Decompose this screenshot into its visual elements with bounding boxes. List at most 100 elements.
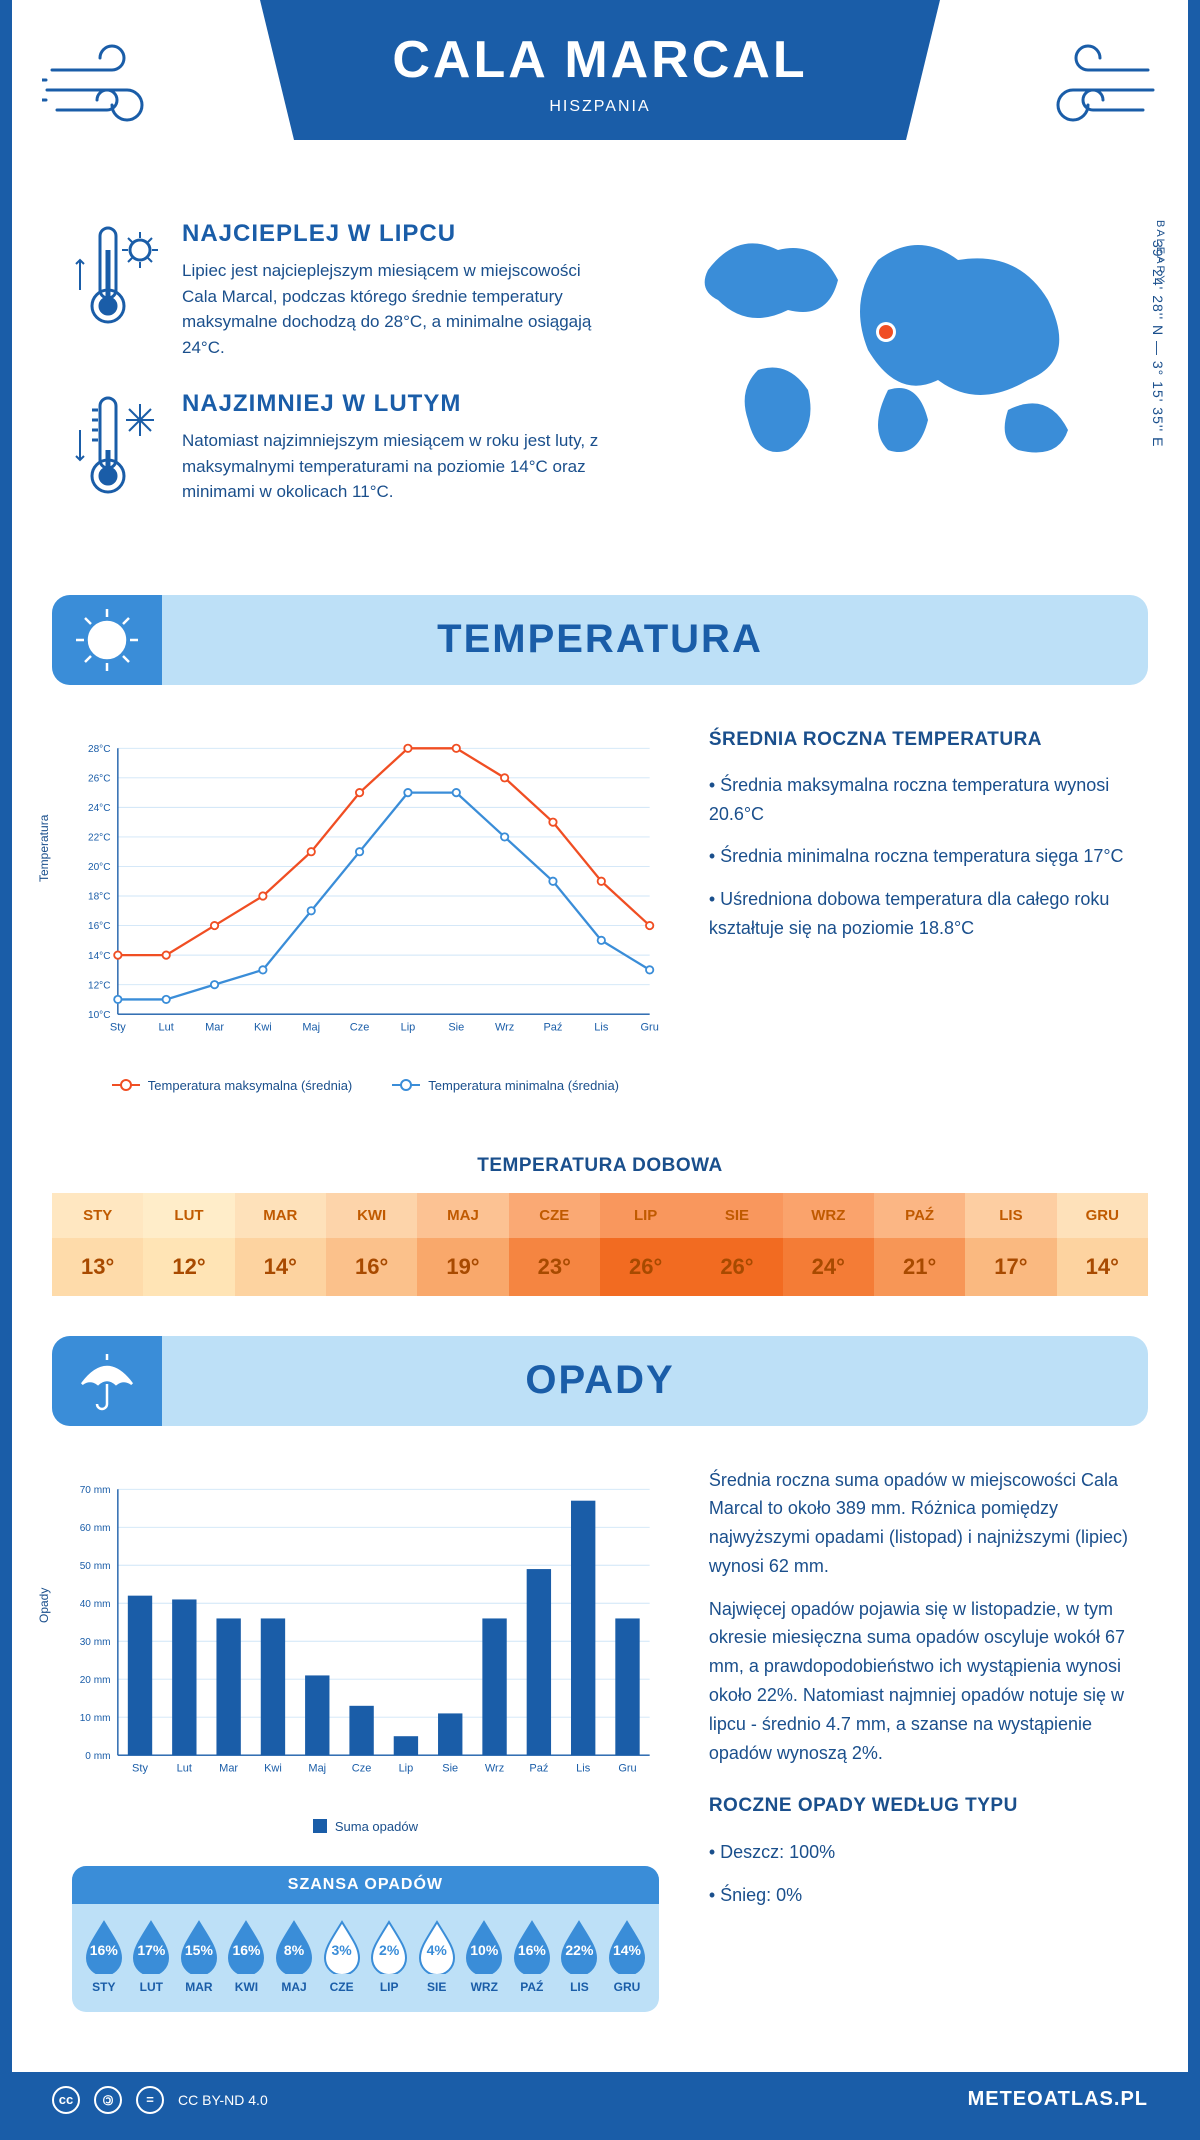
drop-icon: 16% (509, 1918, 555, 1974)
legend-max: Temperatura maksymalna (średnia) (112, 1078, 352, 1093)
svg-text:Kwi: Kwi (264, 1762, 282, 1774)
coordinates: 39° 24' 28'' N — 3° 15' 35'' E (1150, 240, 1166, 447)
rain-content: Opady 0 mm10 mm20 mm30 mm40 mm50 mm60 mm… (12, 1466, 1188, 2052)
svg-text:10°C: 10°C (88, 1009, 111, 1020)
rain-chance-item: 8% MAJ (270, 1918, 318, 1994)
svg-text:12°C: 12°C (88, 980, 111, 991)
title-banner: CALA MARCAL HISZPANIA (260, 0, 940, 140)
daily-cell: KWI 16° (326, 1193, 417, 1296)
svg-text:Maj: Maj (308, 1762, 326, 1774)
drop-icon: 8% (271, 1918, 317, 1974)
drop-icon: 2% (366, 1918, 412, 1974)
sun-icon (52, 595, 162, 685)
daily-cell: STY 13° (52, 1193, 143, 1296)
daily-cell: MAJ 19° (417, 1193, 508, 1296)
svg-text:40 mm: 40 mm (80, 1598, 111, 1609)
nd-icon: = (136, 2086, 164, 2114)
rain-type-title: ROCZNE OPADY WEDŁUG TYPU (709, 1791, 1128, 1821)
temp-summary-title: ŚREDNIA ROCZNA TEMPERATURA (709, 725, 1128, 755)
svg-text:Paź: Paź (543, 1021, 562, 1033)
rain-chance-panel: SZANSA OPADÓW 16% STY 17% LUT 15% MAR 16… (72, 1866, 659, 2012)
coldest-text: Natomiast najzimniejszym miesiącem w rok… (182, 428, 618, 505)
wind-icon (1028, 40, 1158, 140)
svg-text:Kwi: Kwi (254, 1021, 272, 1033)
daily-cell: LIS 17° (965, 1193, 1056, 1296)
svg-text:20 mm: 20 mm (80, 1674, 111, 1685)
svg-text:Wrz: Wrz (485, 1762, 504, 1774)
license-text: CC BY-ND 4.0 (178, 2092, 268, 2108)
svg-text:Lis: Lis (576, 1762, 591, 1774)
svg-text:Lip: Lip (399, 1762, 414, 1774)
page-title: CALA MARCAL (260, 30, 940, 90)
svg-text:28°C: 28°C (88, 743, 111, 754)
rain-chance-item: 17% LUT (128, 1918, 176, 1994)
svg-text:Lut: Lut (159, 1021, 174, 1033)
temp-bullet: • Średnia minimalna roczna temperatura s… (709, 842, 1128, 871)
svg-text:Mar: Mar (219, 1762, 238, 1774)
rain-chance-item: 14% GRU (603, 1918, 651, 1994)
svg-text:Sty: Sty (132, 1762, 148, 1774)
svg-text:16°C: 16°C (88, 921, 111, 932)
daily-cell: LUT 12° (143, 1193, 234, 1296)
drop-icon: 16% (223, 1918, 269, 1974)
drop-icon: 3% (319, 1918, 365, 1974)
svg-text:18°C: 18°C (88, 891, 111, 902)
coldest-fact: NAJZIMNIEJ W LUTYM Natomiast najzimniejs… (72, 390, 618, 505)
wind-icon (42, 40, 172, 140)
coldest-title: NAJZIMNIEJ W LUTYM (182, 390, 618, 418)
svg-text:Sie: Sie (448, 1021, 464, 1033)
legend-rain: Suma opadów (313, 1819, 418, 1834)
svg-text:0 mm: 0 mm (85, 1750, 110, 1761)
hottest-title: NAJCIEPLEJ W LIPCU (182, 220, 618, 248)
header: CALA MARCAL HISZPANIA (12, 0, 1188, 200)
svg-text:Wrz: Wrz (495, 1021, 514, 1033)
daily-cell: SIE 26° (691, 1193, 782, 1296)
svg-text:50 mm: 50 mm (80, 1560, 111, 1571)
svg-text:Paź: Paź (529, 1762, 548, 1774)
drop-icon: 15% (176, 1918, 222, 1974)
daily-cell: LIP 26° (600, 1193, 691, 1296)
temperature-line-chart: Temperatura 10°C12°C14°C16°C18°C20°C22°C… (72, 725, 659, 1105)
svg-text:Gru: Gru (640, 1021, 658, 1033)
drop-icon: 22% (556, 1918, 602, 1974)
drop-icon: 16% (81, 1918, 127, 1974)
svg-text:30 mm: 30 mm (80, 1636, 111, 1647)
drop-icon: 14% (604, 1918, 650, 1974)
drop-icon: 10% (461, 1918, 507, 1974)
umbrella-icon (52, 1336, 162, 1426)
thermometer-hot-icon (72, 220, 162, 330)
svg-text:22°C: 22°C (88, 832, 111, 843)
rain-chance-item: 10% WRZ (461, 1918, 509, 1994)
intro-section: NAJCIEPLEJ W LIPCU Lipiec jest najcieple… (12, 200, 1188, 575)
rain-chance-item: 2% LIP (365, 1918, 413, 1994)
rain-chance-item: 16% KWI (223, 1918, 271, 1994)
world-map: BALEARY 39° 24' 28'' N — 3° 15' 35'' E (648, 220, 1128, 535)
rain-bar-chart: Opady 0 mm10 mm20 mm30 mm40 mm50 mm60 mm… (72, 1466, 659, 1846)
rain-chance-item: 16% STY (80, 1918, 128, 1994)
svg-text:60 mm: 60 mm (80, 1522, 111, 1533)
svg-text:Cze: Cze (352, 1762, 372, 1774)
svg-text:Sty: Sty (110, 1021, 126, 1033)
svg-text:Lut: Lut (177, 1762, 192, 1774)
svg-text:14°C: 14°C (88, 950, 111, 961)
page-subtitle: HISZPANIA (260, 98, 940, 116)
svg-text:10 mm: 10 mm (80, 1712, 111, 1723)
rain-type-line: • Deszcz: 100% (709, 1838, 1128, 1867)
drop-icon: 17% (128, 1918, 174, 1974)
rain-paragraph: Najwięcej opadów pojawia się w listopadz… (709, 1595, 1128, 1768)
svg-text:Sie: Sie (442, 1762, 458, 1774)
thermometer-cold-icon (72, 390, 162, 500)
svg-text:26°C: 26°C (88, 773, 111, 784)
rain-paragraph: Średnia roczna suma opadów w miejscowośc… (709, 1466, 1128, 1581)
drop-icon: 4% (414, 1918, 460, 1974)
svg-text:24°C: 24°C (88, 803, 111, 814)
svg-text:20°C: 20°C (88, 862, 111, 873)
footer: cc 🄯 = CC BY-ND 4.0 METEOATLAS.PL (12, 2072, 1188, 2128)
svg-text:Mar: Mar (205, 1021, 224, 1033)
svg-text:Lis: Lis (594, 1021, 609, 1033)
legend-min: Temperatura minimalna (średnia) (392, 1078, 619, 1093)
temp-bullet: • Średnia maksymalna roczna temperatura … (709, 771, 1128, 829)
rain-chance-item: 4% SIE (413, 1918, 461, 1994)
hottest-text: Lipiec jest najcieplejszym miesiącem w m… (182, 258, 618, 360)
daily-cell: PAŹ 21° (874, 1193, 965, 1296)
